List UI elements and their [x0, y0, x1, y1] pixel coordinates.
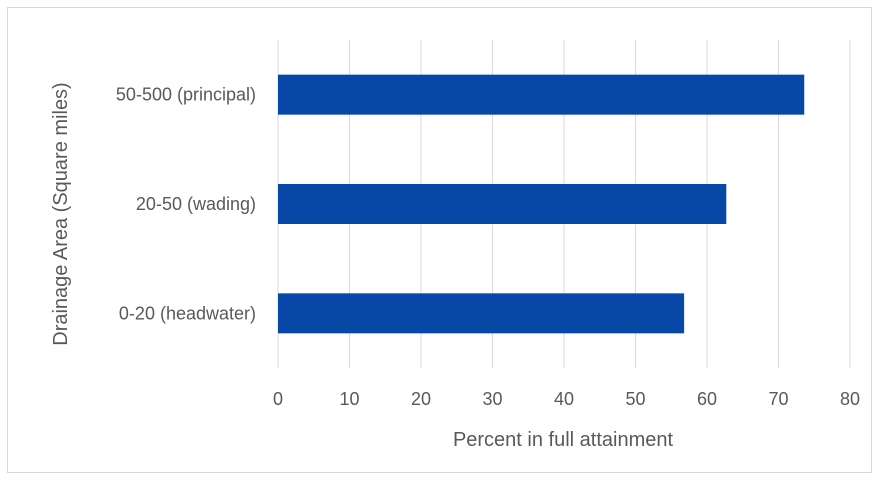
x-tick-labels: 0 10 20 30 40 50 60 70 80 — [273, 389, 860, 409]
x-tick-label: 80 — [840, 389, 860, 409]
bars — [278, 74, 805, 334]
x-tick-label: 30 — [482, 389, 502, 409]
x-axis-title: Percent in full attainment — [453, 429, 674, 451]
category-label: 20-50 (wading) — [136, 194, 256, 214]
category-label: 0-20 (headwater) — [119, 303, 256, 323]
x-tick-label: 10 — [339, 389, 359, 409]
x-tick-label: 50 — [625, 389, 645, 409]
category-labels: 0-20 (headwater) 20-50 (wading) 50-500 (pr… — [116, 85, 256, 324]
x-tick-label: 40 — [554, 389, 574, 409]
x-tick-label: 20 — [411, 389, 431, 409]
x-tick-label: 60 — [697, 389, 717, 409]
y-axis-title: Drainage Area (Square miles) — [50, 82, 72, 345]
bar — [278, 74, 805, 115]
bar — [278, 293, 685, 334]
category-label: 50-500 (principal) — [116, 85, 256, 105]
x-tick-label: 70 — [768, 389, 788, 409]
x-tick-label: 0 — [273, 389, 283, 409]
bar — [278, 184, 727, 224]
